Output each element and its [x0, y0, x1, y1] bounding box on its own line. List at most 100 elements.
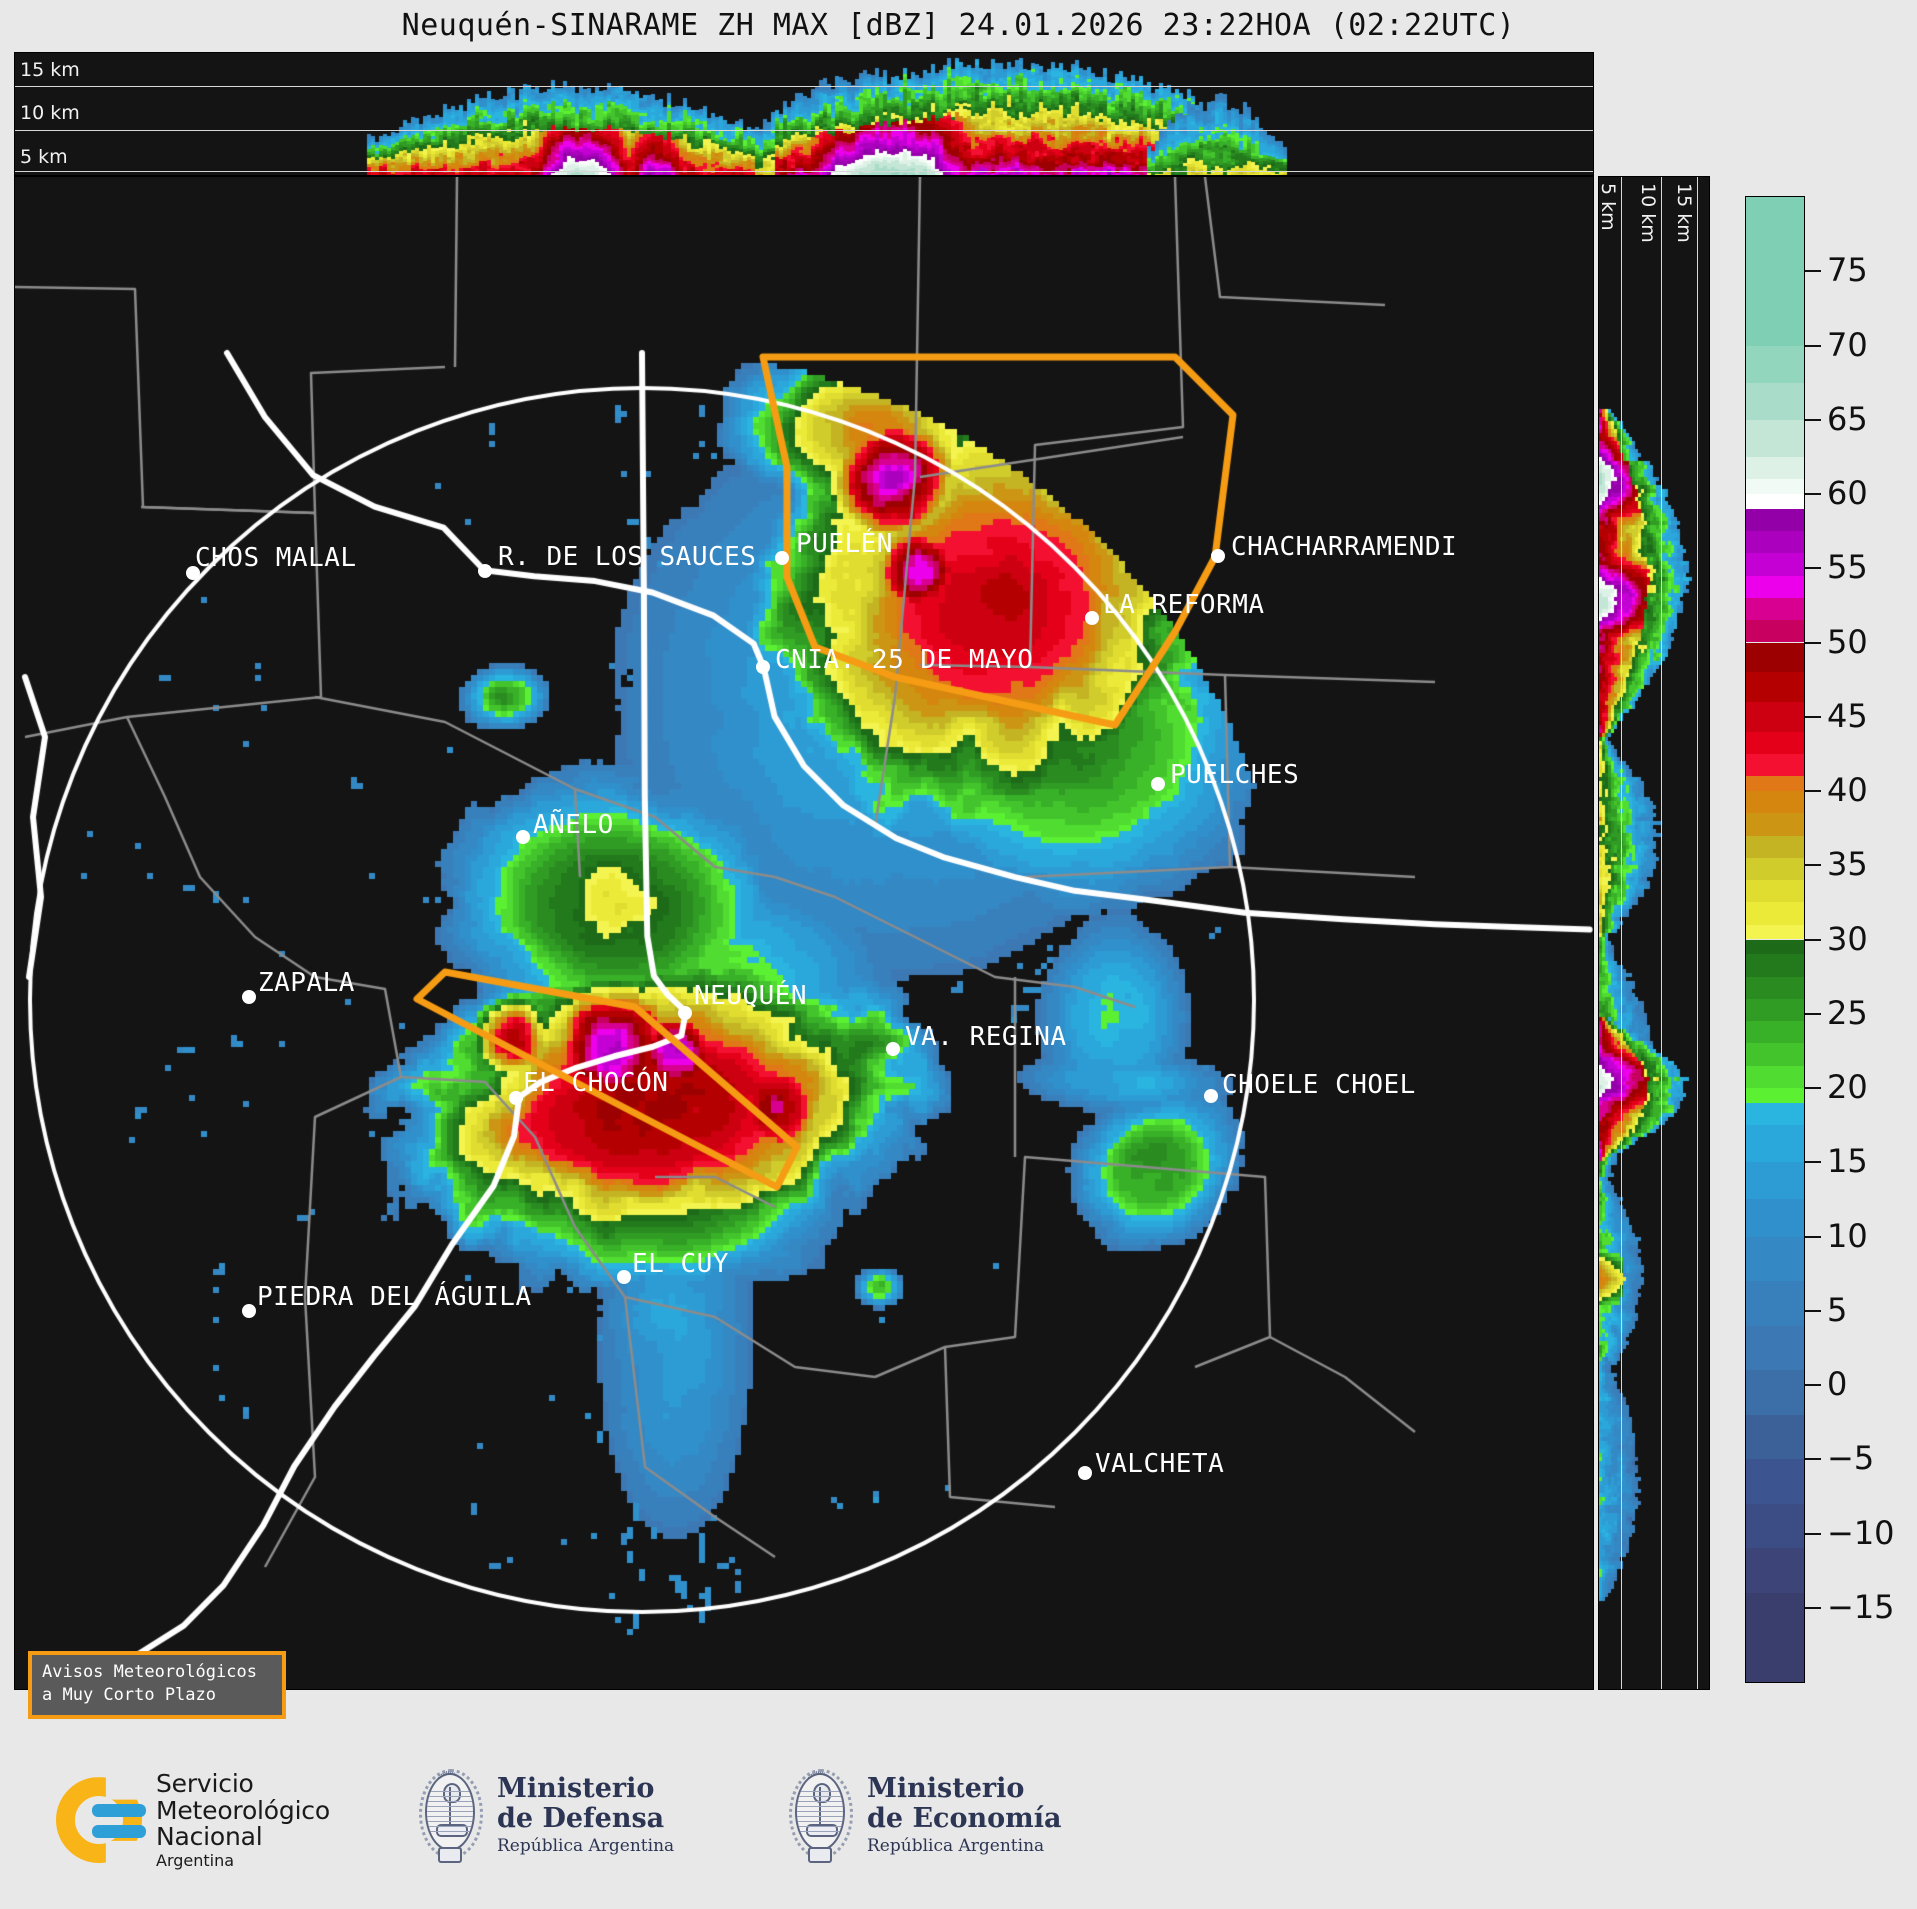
city-marker-dot[interactable]: [242, 1304, 256, 1318]
pole-shape-2: [819, 1787, 821, 1837]
smn-wordmark: Servicio Meteorológico Nacional Argentin…: [156, 1770, 330, 1870]
colorbar-segment: [1746, 791, 1804, 814]
smn-line4: Argentina: [156, 1850, 235, 1870]
height-gridline-10km: [15, 130, 1593, 131]
colorbar-segment: [1746, 1548, 1804, 1593]
colorbar-segment: [1746, 1199, 1804, 1237]
colorbar-segment: [1746, 1459, 1804, 1504]
ministerio-defensa-wordmark: Ministerio de Defensa República Argentin…: [497, 1774, 674, 1855]
shield-oval-shape-2: [795, 1773, 845, 1851]
colorbar-segment: [1746, 382, 1804, 420]
colorbar-tick: [1805, 1606, 1821, 1609]
colorbar-tick-label: 75: [1827, 251, 1868, 290]
city-marker-dot[interactable]: [678, 1006, 692, 1020]
city-marker-dot[interactable]: [756, 660, 770, 674]
colorbar-tick: [1805, 641, 1821, 644]
shield-oval-shape: [425, 1773, 475, 1851]
colorbar-tick: [1805, 1087, 1821, 1089]
city-label: CHOS MALAL: [195, 543, 357, 573]
city-label: NEUQUÉN: [694, 981, 808, 1011]
city-marker-dot[interactable]: [1078, 1466, 1092, 1480]
ministerio-defensa-logo: Ministerio de Defensa República Argentin…: [415, 1767, 674, 1863]
radar-reflectivity-canvas[interactable]: [15, 177, 1593, 1689]
colorbar-tick-label: 25: [1827, 993, 1868, 1032]
height-gridline-15km: [15, 86, 1593, 87]
height-label-15km-right: 15 km: [1673, 183, 1695, 243]
city-marker-dot[interactable]: [1151, 777, 1165, 791]
colorbar-segment: [1746, 1021, 1804, 1044]
city-marker-dot[interactable]: [516, 830, 530, 844]
colorbar-tick-label: 30: [1827, 919, 1868, 958]
colorbar-tick-label: 10: [1827, 1216, 1868, 1255]
colorbar-tick-label: 5: [1827, 1290, 1848, 1329]
colorbar-tick: [1805, 270, 1821, 273]
height-label-5km: 5 km: [20, 146, 68, 168]
colorbar-segment: [1746, 508, 1804, 532]
colorbar-segment: [1746, 1503, 1804, 1549]
city-marker-dot[interactable]: [617, 1270, 631, 1284]
warning-legend-line2: a Muy Corto Plazo: [42, 1684, 216, 1705]
colorbar-segment: [1746, 494, 1804, 509]
city-label: VA. REGINA: [905, 1022, 1067, 1052]
city-label: R. DE LOS SAUCES: [498, 542, 757, 572]
colorbar-segment: [1746, 1088, 1804, 1103]
clasped-hands-icon: [436, 1824, 468, 1837]
city-marker-dot[interactable]: [775, 551, 789, 565]
height-label-15km: 15 km: [20, 59, 80, 81]
city-marker-dot[interactable]: [1211, 549, 1225, 563]
colorbar-segment: [1746, 345, 1804, 383]
city-marker-dot[interactable]: [1085, 611, 1099, 625]
smn-wave-lower: [92, 1825, 146, 1839]
colorbar-tick: [1805, 344, 1821, 347]
radar-map-panel[interactable]: CHOS MALAL R. DE LOS SAUCES PUELÉN CHACHARR…: [14, 176, 1594, 1690]
smn-line2: Meteorológico: [156, 1795, 330, 1825]
city-label: EL CUY: [632, 1249, 729, 1279]
colorbar-segment: [1746, 902, 1804, 925]
colorbar-segment: [1746, 998, 1804, 1022]
warning-legend-box: Avisos Meteorológicos a Muy Corto Plazo: [28, 1651, 286, 1719]
city-marker-dot[interactable]: [242, 990, 256, 1004]
colorbar-tick: [1805, 1161, 1821, 1164]
city-label: CNIA. 25 DE MAYO: [775, 645, 1034, 675]
colorbar-segment: [1746, 620, 1804, 643]
city-marker-dot[interactable]: [1204, 1089, 1218, 1103]
colorbar-segment: [1746, 642, 1804, 673]
colorbar-segment: [1746, 1370, 1804, 1415]
colorbar-tick-label: 15: [1827, 1142, 1868, 1181]
city-label: ZAPALA: [258, 968, 355, 998]
colorbar-segment: [1746, 1102, 1804, 1126]
city-marker-dot[interactable]: [886, 1042, 900, 1056]
colorbar-segment: [1746, 672, 1804, 702]
colorbar-segment: [1746, 271, 1804, 346]
colorbar-tick-label: 40: [1827, 771, 1868, 809]
phrygian-cap-icon: [443, 1783, 461, 1803]
smn-emblem-icon: [56, 1777, 146, 1864]
colorbar-segment: [1746, 479, 1804, 494]
colorbar-segment: [1746, 813, 1804, 836]
city-marker-dot[interactable]: [509, 1091, 523, 1105]
defensa-line2: de Defensa: [497, 1803, 665, 1835]
colorbar-tick: [1805, 567, 1821, 570]
smn-line3: Nacional: [156, 1822, 263, 1851]
colorbar-segment: [1746, 924, 1804, 940]
vertical-cross-section-top: 15 km 10 km 5 km: [14, 52, 1594, 176]
colorbar-tick: [1805, 864, 1821, 867]
city-marker-dot[interactable]: [478, 564, 492, 578]
smn-ring-shape: [56, 1777, 142, 1864]
defensa-line1: Ministerio: [497, 1773, 655, 1805]
colorbar: 75 70 65 60 55 50 45 40 35 30 25 20 15 10 5 0 −5 −10 −15: [1745, 196, 1895, 1683]
city-label: EL CHOCÓN: [523, 1068, 669, 1098]
city-label: VALCHETA: [1095, 1449, 1225, 1479]
colorbar-tick: [1805, 1012, 1821, 1015]
colorbar-segment: [1746, 1065, 1804, 1088]
city-marker-dot[interactable]: [186, 566, 200, 580]
colorbar-segment: [1746, 1236, 1804, 1282]
colorbar-tick-label: 50: [1827, 622, 1868, 661]
clasped-hands-icon-2: [806, 1824, 838, 1837]
cross-section-right-canvas: [1599, 177, 1709, 1689]
footer-logos: Servicio Meteorológico Nacional Argentin…: [0, 1735, 1917, 1909]
colorbar-segment: [1746, 1325, 1804, 1371]
city-label: CHOELE CHOEL: [1222, 1070, 1416, 1100]
colorbar-tick-label: −5: [1827, 1439, 1875, 1478]
